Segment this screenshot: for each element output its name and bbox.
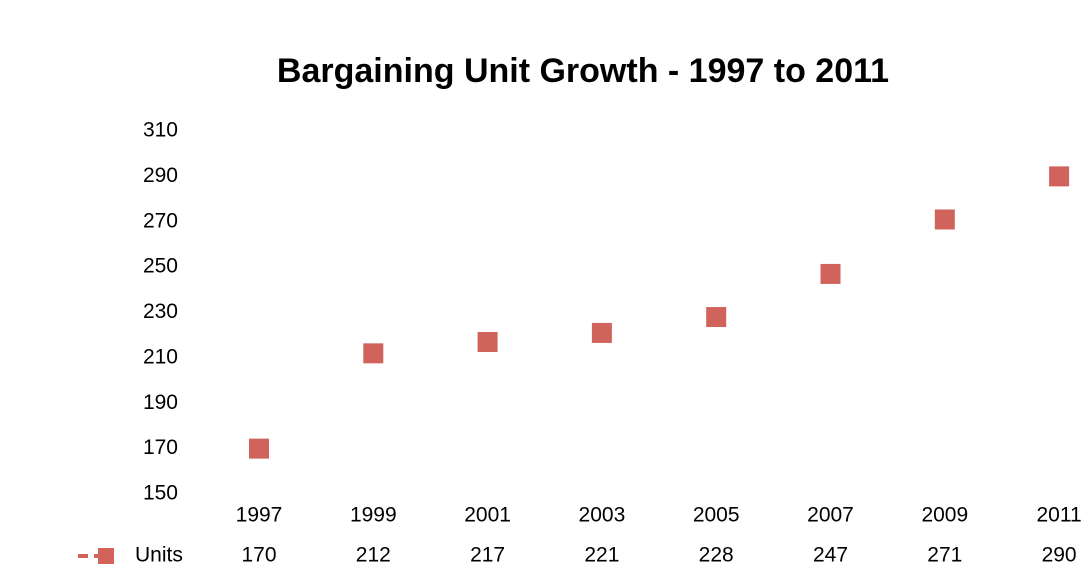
y-tick-label: 270 [143, 209, 178, 232]
x-tick-label: 1997 [236, 504, 283, 527]
table-value: 217 [470, 544, 505, 567]
y-tick-label: 230 [143, 300, 178, 323]
y-tick-label: 170 [143, 436, 178, 459]
legend-label: Units [135, 544, 183, 567]
table-value: 221 [584, 544, 619, 567]
x-tick-label: 2011 [1037, 504, 1082, 527]
table-value: 170 [241, 544, 276, 567]
table-value: 247 [813, 544, 848, 567]
marker [363, 343, 384, 364]
table-value: 212 [356, 544, 391, 567]
marker [934, 209, 955, 230]
marker [1049, 166, 1070, 187]
y-tick-label: 190 [143, 391, 178, 414]
table-value: 290 [1042, 544, 1077, 567]
y-tick-label: 310 [143, 119, 178, 142]
legend-marker [98, 548, 114, 564]
marker [706, 307, 727, 328]
marker [820, 263, 841, 284]
x-tick-label: 2005 [693, 504, 740, 527]
table-value: 228 [699, 544, 734, 567]
y-tick-label: 210 [143, 345, 178, 368]
table-value: 271 [927, 544, 962, 567]
marker [477, 331, 498, 352]
x-tick-label: 2007 [807, 504, 854, 527]
marker [249, 438, 269, 459]
chart-title: Bargaining Unit Growth - 1997 to 2011 [277, 52, 889, 90]
marker [591, 322, 612, 343]
y-tick-label: 250 [143, 255, 178, 278]
x-tick-label: 2003 [579, 504, 626, 527]
y-tick-label: 150 [143, 482, 178, 505]
x-tick-label: 2009 [921, 504, 968, 527]
y-tick-label: 290 [143, 164, 178, 187]
x-tick-label: 1999 [350, 504, 397, 527]
x-tick-label: 2001 [464, 504, 511, 527]
